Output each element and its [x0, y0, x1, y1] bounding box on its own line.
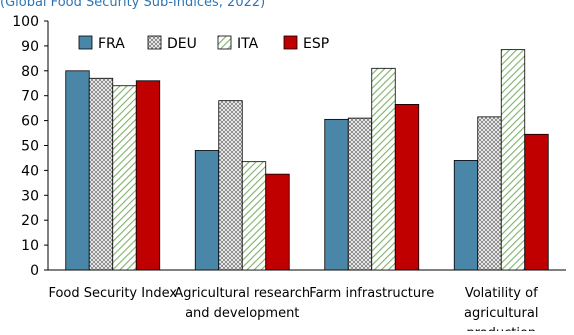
x-tick-label: Agricultural research — [174, 286, 310, 301]
x-tick-label: agricultural — [464, 306, 538, 321]
bar-ita-3 — [500, 49, 526, 271]
bar-deu-2 — [347, 117, 373, 271]
y-tick-label: 10 — [21, 238, 39, 254]
legend-label-fra: FRA — [98, 36, 125, 52]
x-tick-label: and development — [185, 306, 299, 321]
x-tick-label: Volatility of — [465, 286, 538, 301]
legend-label-ita: ITA — [237, 36, 259, 52]
y-tick-label: 50 — [21, 139, 39, 155]
bar-esp-3 — [524, 133, 549, 271]
bar-fra-3 — [453, 160, 479, 271]
bar-ita-2 — [371, 67, 396, 271]
bar-esp-2 — [394, 104, 420, 271]
bar-deu-1 — [218, 100, 243, 271]
y-tick-label: 40 — [21, 163, 39, 179]
chart-title-fragment: (Global Food Security Sub-Indices, 2022) — [0, 0, 266, 10]
y-tick-label: 0 — [30, 263, 39, 279]
legend-swatch-esp — [283, 35, 298, 50]
y-tick-label: 80 — [21, 64, 39, 80]
bar-ita-1 — [241, 161, 267, 271]
bar-fra-1 — [194, 150, 220, 271]
x-tick-label: production — [466, 326, 536, 331]
x-tick-label: Food Security Index — [48, 286, 177, 301]
bar-ita-0 — [112, 85, 137, 271]
legend-label-esp: ESP — [303, 36, 329, 52]
bar-fra-0 — [65, 70, 90, 271]
bar-esp-1 — [265, 173, 290, 271]
legend-swatch-deu — [147, 35, 162, 50]
legend-swatch-ita — [217, 35, 232, 50]
bar-deu-0 — [88, 77, 114, 271]
y-tick-label: 30 — [21, 188, 39, 204]
y-tick-label: 60 — [21, 114, 39, 130]
bar-fra-2 — [324, 118, 349, 271]
x-tick-label: Farm infrastructure — [309, 286, 434, 301]
legend-label-deu: DEU — [167, 36, 197, 52]
legend-swatch-fra — [78, 35, 93, 50]
y-tick-label: 90 — [21, 39, 39, 55]
y-tick-label: 70 — [21, 89, 39, 105]
y-tick-label: 20 — [21, 213, 39, 229]
bar-esp-0 — [135, 80, 161, 271]
y-tick-label: 100 — [12, 14, 39, 30]
bar-deu-3 — [477, 116, 502, 271]
